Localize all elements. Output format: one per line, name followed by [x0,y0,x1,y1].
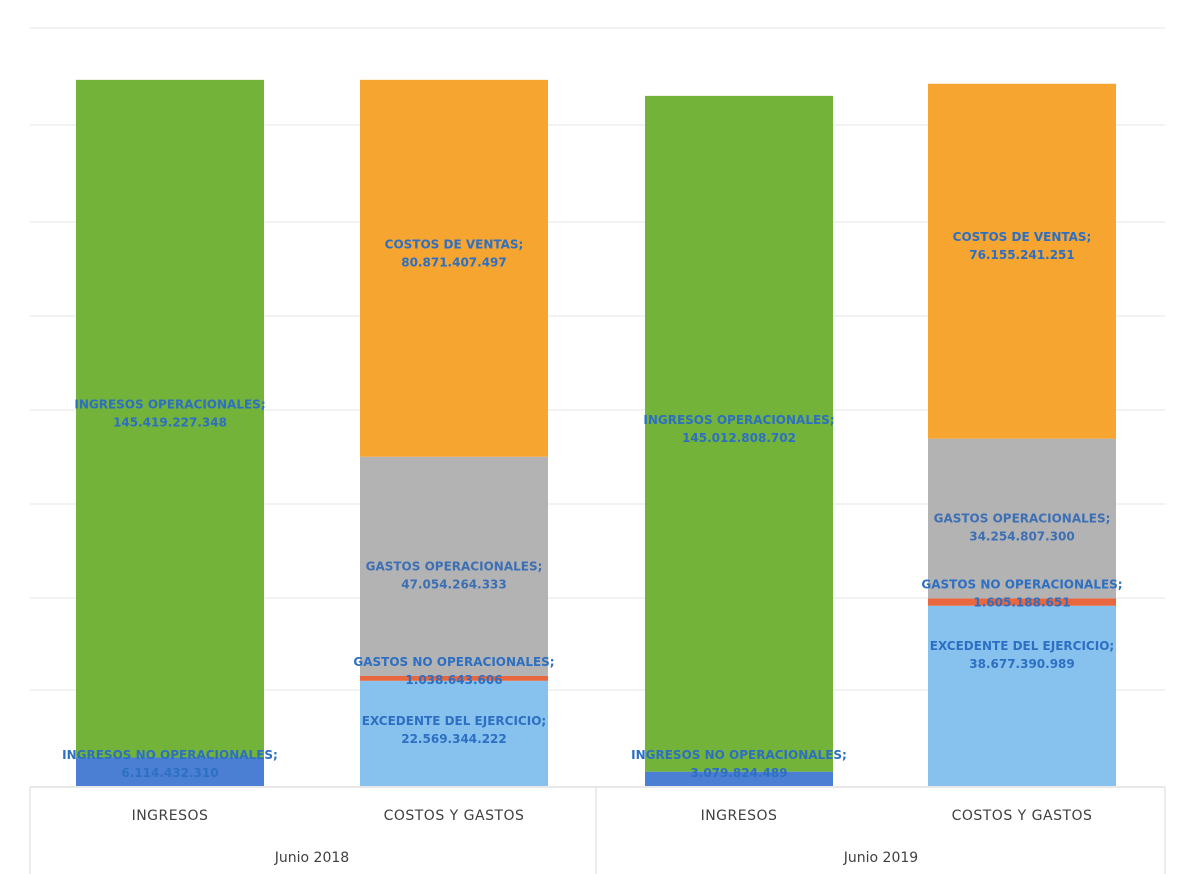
bar-segment [645,771,833,786]
segment-label-name: COSTOS DE VENTAS; [953,230,1092,244]
segment-label-value: 47.054.264.333 [401,577,507,591]
bar-segment [928,438,1116,599]
segment-label-name: INGRESOS NO OPERACIONALES; [62,748,278,762]
segment-label-name: EXCEDENTE DEL EJERCICIO; [362,714,546,728]
category-tick-label: INGRESOS [701,808,778,824]
segment-labels: INGRESOS NO OPERACIONALES; 6.114.432.310 I… [62,230,1122,780]
bar-segment [76,79,264,758]
segment-label-value: 22.569.344.222 [401,732,507,746]
bar-segment [928,605,1116,786]
segment-label-name: INGRESOS NO OPERACIONALES; [631,748,847,762]
segment-label-name: EXCEDENTE DEL EJERCICIO; [930,639,1114,653]
segment-label-value: 145.419.227.348 [113,416,227,430]
group-label: Junio 2018 [274,850,349,866]
segment-label-value: 38.677.390.989 [969,657,1075,671]
bars [76,79,1116,786]
bar-segment [645,95,833,772]
segment-label-name: GASTOS NO OPERACIONALES; [353,655,554,669]
segment-label-name: INGRESOS OPERACIONALES; [643,413,834,427]
bar-segment [928,598,1116,606]
segment-label-value: 1.038.643.606 [405,673,502,687]
segment-label-name: GASTOS OPERACIONALES; [366,559,543,573]
segment-label-name: GASTOS OPERACIONALES; [934,511,1111,525]
segment-label-value: 76.155.241.251 [969,248,1075,262]
group-label: Junio 2019 [843,850,918,866]
bar-segment [76,757,264,786]
bar-segment [360,79,548,457]
segment-label-value: 1.605.188.651 [973,595,1070,609]
bar-segment [360,456,548,676]
segment-label-value: 3.079.824.489 [690,766,787,780]
category-tick-label: COSTOS Y GASTOS [384,808,525,824]
segment-label-value: 34.254.807.300 [969,529,1075,543]
category-tick-label: COSTOS Y GASTOS [952,808,1093,824]
segment-label-name: INGRESOS OPERACIONALES; [74,398,265,412]
segment-label-value: 145.012.808.702 [682,431,796,445]
category-axis: INGRESOS COSTOS Y GASTOS INGRESOS COSTOS Y … [29,786,1166,874]
segment-label-name: COSTOS DE VENTAS; [385,237,524,251]
segment-label-value: 6.114.432.310 [121,766,218,780]
bar-segment [928,83,1116,439]
bar-segment [360,675,548,681]
bar-segment [360,680,548,786]
category-tick-label: INGRESOS [132,808,209,824]
segment-label-name: GASTOS NO OPERACIONALES; [921,577,1122,591]
segment-label-value: 80.871.407.497 [401,255,507,269]
